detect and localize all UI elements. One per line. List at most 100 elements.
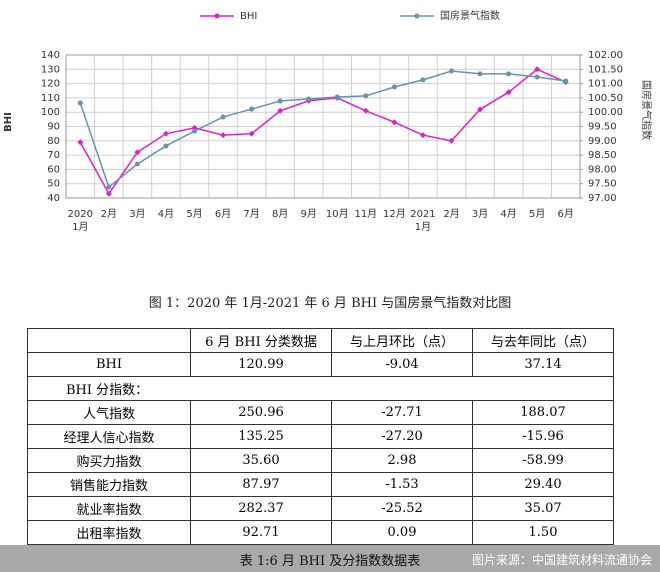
table-row: 6 月 BHI 分类数据 与上月环比（点） 与去年同比（点） bbox=[27, 328, 614, 353]
point bbox=[420, 77, 426, 83]
table-cell: 1.50 bbox=[472, 520, 614, 545]
table-cell: 与去年同比（点） bbox=[472, 328, 614, 353]
table-cell: BHI bbox=[27, 352, 191, 377]
point bbox=[77, 139, 84, 146]
table-cell: 29.40 bbox=[472, 472, 614, 497]
point bbox=[77, 100, 83, 106]
point bbox=[105, 190, 112, 197]
table-row: BHI 分指数： bbox=[27, 376, 614, 401]
table-cell: 35.60 bbox=[190, 448, 332, 473]
y2-tick-label: 100.50 bbox=[588, 93, 623, 104]
table-cell: 购买力指数 bbox=[27, 448, 191, 473]
x-tick-label: 5月 bbox=[186, 208, 202, 220]
x-tick-label: 11月 bbox=[354, 208, 377, 220]
table-row: 经理人信心指数 135.25 -27.20 -15.96 bbox=[27, 424, 614, 449]
point bbox=[363, 93, 369, 99]
table-cell: 35.07 bbox=[472, 496, 614, 521]
point bbox=[163, 143, 169, 149]
table-cell: 37.14 bbox=[472, 352, 614, 377]
line bbox=[79, 70, 566, 189]
point bbox=[534, 74, 540, 80]
y-tick-label: 50 bbox=[47, 179, 60, 190]
table-cell: -1.53 bbox=[331, 472, 473, 497]
y2-tick-label: 101.50 bbox=[588, 64, 623, 75]
point bbox=[106, 184, 112, 190]
legend-label: 国房景气指数 bbox=[440, 9, 500, 22]
table-row: BHI 120.99 -9.04 37.14 bbox=[27, 352, 614, 377]
point bbox=[248, 130, 255, 137]
chart: BHI 国房景气指数 40 50 60 70 80 90 100 110 120 130 140 97… bbox=[3, 9, 653, 233]
point bbox=[534, 66, 541, 73]
y-tick-label: 70 bbox=[47, 150, 60, 161]
point bbox=[477, 71, 483, 77]
x-tick-label: 9月 bbox=[301, 208, 317, 220]
table-cell: -27.20 bbox=[331, 424, 473, 449]
table-cell: 与上月环比（点） bbox=[331, 328, 473, 353]
footer-bar: 表 1:6 月 BHI 及分指数数据表 图片来源：中国建筑材料流通协会 bbox=[0, 545, 660, 572]
y-tick-label: 100 bbox=[41, 107, 60, 118]
table-cell: 120.99 bbox=[190, 352, 332, 377]
legend-label: BHI bbox=[240, 11, 257, 22]
x-tick-label: 3月 bbox=[129, 208, 145, 220]
y2-tick-label: 97.00 bbox=[588, 193, 617, 204]
x-tick-label: 4月 bbox=[158, 208, 174, 220]
legend-marker bbox=[414, 13, 420, 19]
table-row: 就业率指数 282.37 -25.52 35.07 bbox=[27, 496, 614, 521]
table-cell: 就业率指数 bbox=[27, 496, 191, 521]
table-cell: 135.25 bbox=[190, 424, 332, 449]
point bbox=[362, 107, 369, 114]
point bbox=[391, 119, 398, 126]
point bbox=[334, 94, 340, 100]
x-tick-label: 10月 bbox=[326, 208, 349, 220]
y2-tick-label: 102.00 bbox=[588, 50, 623, 61]
point bbox=[449, 68, 454, 74]
table-cell: 250.96 bbox=[190, 400, 332, 425]
x-tick-label: 2月 bbox=[101, 208, 117, 220]
y2-tick-label: 97.50 bbox=[588, 179, 617, 190]
table-row: 购买力指数 35.60 2.98 -58.99 bbox=[27, 448, 614, 473]
chart-caption: 图 1：2020 年 1月-2021 年 6 月 BHI 与国房景气指数对比图 bbox=[148, 296, 512, 311]
y2-tick-label: 98.00 bbox=[588, 164, 617, 175]
x-tick-label: 2020 1月 bbox=[68, 209, 93, 233]
point bbox=[162, 130, 169, 137]
x-tick-label: 7月 bbox=[243, 208, 259, 220]
y2-tick-label: 100.00 bbox=[588, 107, 623, 118]
point bbox=[506, 71, 512, 77]
point bbox=[220, 132, 227, 139]
table-cell: -9.04 bbox=[331, 352, 473, 377]
legend-marker bbox=[214, 13, 220, 19]
point bbox=[448, 137, 455, 144]
x-tick-label: 6月 bbox=[558, 208, 574, 220]
y2-tick-label: 98.50 bbox=[588, 150, 617, 161]
y-tick-label: 130 bbox=[41, 64, 60, 75]
table-cell: 人气指数 bbox=[27, 400, 191, 425]
table-cell: -58.99 bbox=[472, 448, 614, 473]
y-axis-title: BHI bbox=[3, 112, 14, 132]
x-tick-label: 4月 bbox=[500, 208, 516, 220]
x-tick-label: 6月 bbox=[215, 208, 231, 220]
y2-tick-label: 99.00 bbox=[588, 136, 617, 147]
y-tick-label: 90 bbox=[47, 122, 60, 133]
x-tick-label: 2021 1月 bbox=[410, 209, 435, 233]
table-row: 出租率指数 92.71 0.09 1.50 bbox=[27, 520, 614, 545]
table-cell bbox=[27, 328, 191, 353]
point bbox=[306, 96, 312, 102]
y-tick-label: 140 bbox=[41, 50, 60, 61]
y-tick-label: 60 bbox=[47, 164, 60, 175]
y-tick-label: 40 bbox=[47, 193, 60, 204]
table-cell: -27.71 bbox=[331, 400, 473, 425]
point bbox=[391, 84, 397, 90]
point bbox=[477, 106, 484, 113]
x-tick-label: 3月 bbox=[472, 208, 488, 220]
point bbox=[277, 98, 283, 104]
x-tick-label: 2月 bbox=[443, 208, 459, 220]
line bbox=[79, 68, 567, 196]
table-cell: 0.09 bbox=[331, 520, 473, 545]
table-cell: 出租率指数 bbox=[27, 520, 191, 545]
point bbox=[134, 149, 141, 156]
data-table: 6 月 BHI 分类数据 与上月环比（点） 与去年同比（点） BHI 120.99 -9.… bbox=[27, 328, 614, 545]
table-cell: -25.52 bbox=[331, 496, 473, 521]
point bbox=[419, 132, 426, 139]
table-cell: -15.96 bbox=[472, 424, 614, 449]
